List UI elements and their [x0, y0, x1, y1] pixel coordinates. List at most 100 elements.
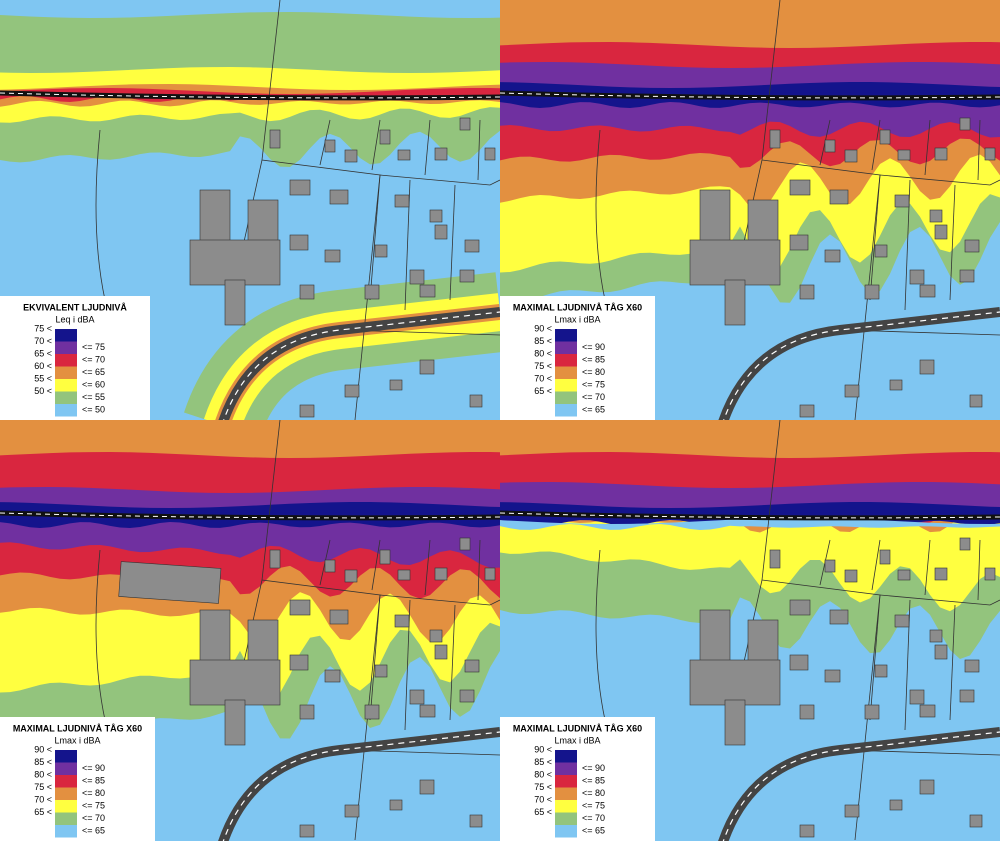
- building: [409, 269, 425, 285]
- property-line: [949, 184, 956, 301]
- legend-low: 75 <: [34, 323, 52, 333]
- building: [879, 549, 891, 565]
- building: [929, 209, 943, 223]
- legend-low: 65 <: [34, 807, 52, 817]
- building: [289, 234, 309, 251]
- building: [434, 567, 448, 581]
- property-line: [424, 119, 431, 176]
- legend-high: <= 70: [82, 354, 105, 364]
- building: [397, 569, 411, 581]
- building: [894, 614, 910, 628]
- legend-high: <= 60: [82, 379, 105, 389]
- building: [879, 129, 891, 145]
- legend-swatch: [555, 341, 577, 354]
- building: [459, 689, 475, 703]
- legend-high: <= 65: [582, 404, 605, 414]
- legend-swatch: [55, 354, 77, 367]
- legend-low: 75 <: [534, 361, 552, 371]
- building: [464, 659, 480, 673]
- building: [344, 804, 360, 818]
- legend-subtitle: Lmax i dBA: [554, 735, 600, 745]
- building: [889, 799, 903, 811]
- building: [844, 569, 858, 583]
- property-line: [949, 604, 956, 721]
- legend-swatch: [55, 775, 77, 788]
- building: [964, 659, 980, 673]
- legend-high: <= 75: [582, 800, 605, 810]
- property-line: [369, 594, 381, 721]
- property-line: [95, 549, 106, 721]
- building: [344, 149, 358, 163]
- building: [429, 629, 443, 643]
- legend-low: 70 <: [34, 794, 52, 804]
- railway: [0, 90, 500, 101]
- building: [919, 779, 935, 795]
- building: [769, 129, 781, 149]
- building: [299, 704, 315, 720]
- building: [934, 147, 948, 161]
- property-line: [924, 539, 931, 596]
- legend-title: MAXIMAL LJUDNIVÅ TÅG X60: [513, 302, 642, 312]
- building: [919, 359, 935, 375]
- property-line: [371, 539, 381, 591]
- property-line: [869, 174, 881, 301]
- legend-box: [500, 717, 655, 841]
- legend-swatch: [55, 341, 77, 354]
- property-line: [379, 594, 500, 606]
- building: [374, 244, 388, 258]
- legend-swatch: [55, 391, 77, 404]
- legend-low: 90 <: [534, 323, 552, 333]
- legend-subtitle: Lmax i dBA: [54, 735, 100, 745]
- building: [789, 599, 811, 616]
- legend-swatch: [55, 404, 77, 417]
- legend-high: <= 85: [582, 775, 605, 785]
- building: [969, 814, 983, 828]
- building: [289, 599, 311, 616]
- noise-band: [500, 518, 1000, 530]
- property-line: [879, 174, 1000, 186]
- building: [919, 704, 936, 718]
- property-line: [477, 119, 481, 181]
- building: [429, 209, 443, 223]
- legend-title: MAXIMAL LJUDNIVÅ TÅG X60: [13, 723, 142, 733]
- property-line: [449, 184, 456, 301]
- property-line: [924, 119, 931, 176]
- building: [394, 614, 410, 628]
- building: [364, 704, 380, 720]
- property-line: [977, 119, 981, 181]
- building: [189, 659, 281, 706]
- building: [829, 609, 849, 625]
- building: [789, 654, 809, 671]
- building: [864, 704, 880, 720]
- building: [959, 537, 971, 551]
- legend-title: EKVIVALENT LJUDNIVÅ: [23, 302, 127, 312]
- legend-low: 85 <: [534, 336, 552, 346]
- legend-swatch: [555, 354, 577, 367]
- legend-low: 65 <: [534, 807, 552, 817]
- legend-high: <= 55: [82, 392, 105, 402]
- legend-low: 75 <: [34, 782, 52, 792]
- building: [324, 559, 336, 573]
- legend-swatch: [55, 800, 77, 813]
- legend-swatch: [55, 812, 77, 825]
- building: [459, 269, 475, 283]
- building: [419, 359, 435, 375]
- building: [344, 384, 360, 398]
- building: [329, 189, 349, 205]
- building: [964, 239, 980, 253]
- property-line: [477, 539, 481, 601]
- legend-high: <= 65: [82, 825, 105, 835]
- building: [344, 569, 358, 583]
- railway: [0, 510, 500, 521]
- building: [269, 549, 281, 569]
- building: [959, 117, 971, 131]
- building: [889, 379, 903, 391]
- legend-high: <= 65: [82, 367, 105, 377]
- building: [419, 284, 436, 298]
- building: [799, 824, 815, 838]
